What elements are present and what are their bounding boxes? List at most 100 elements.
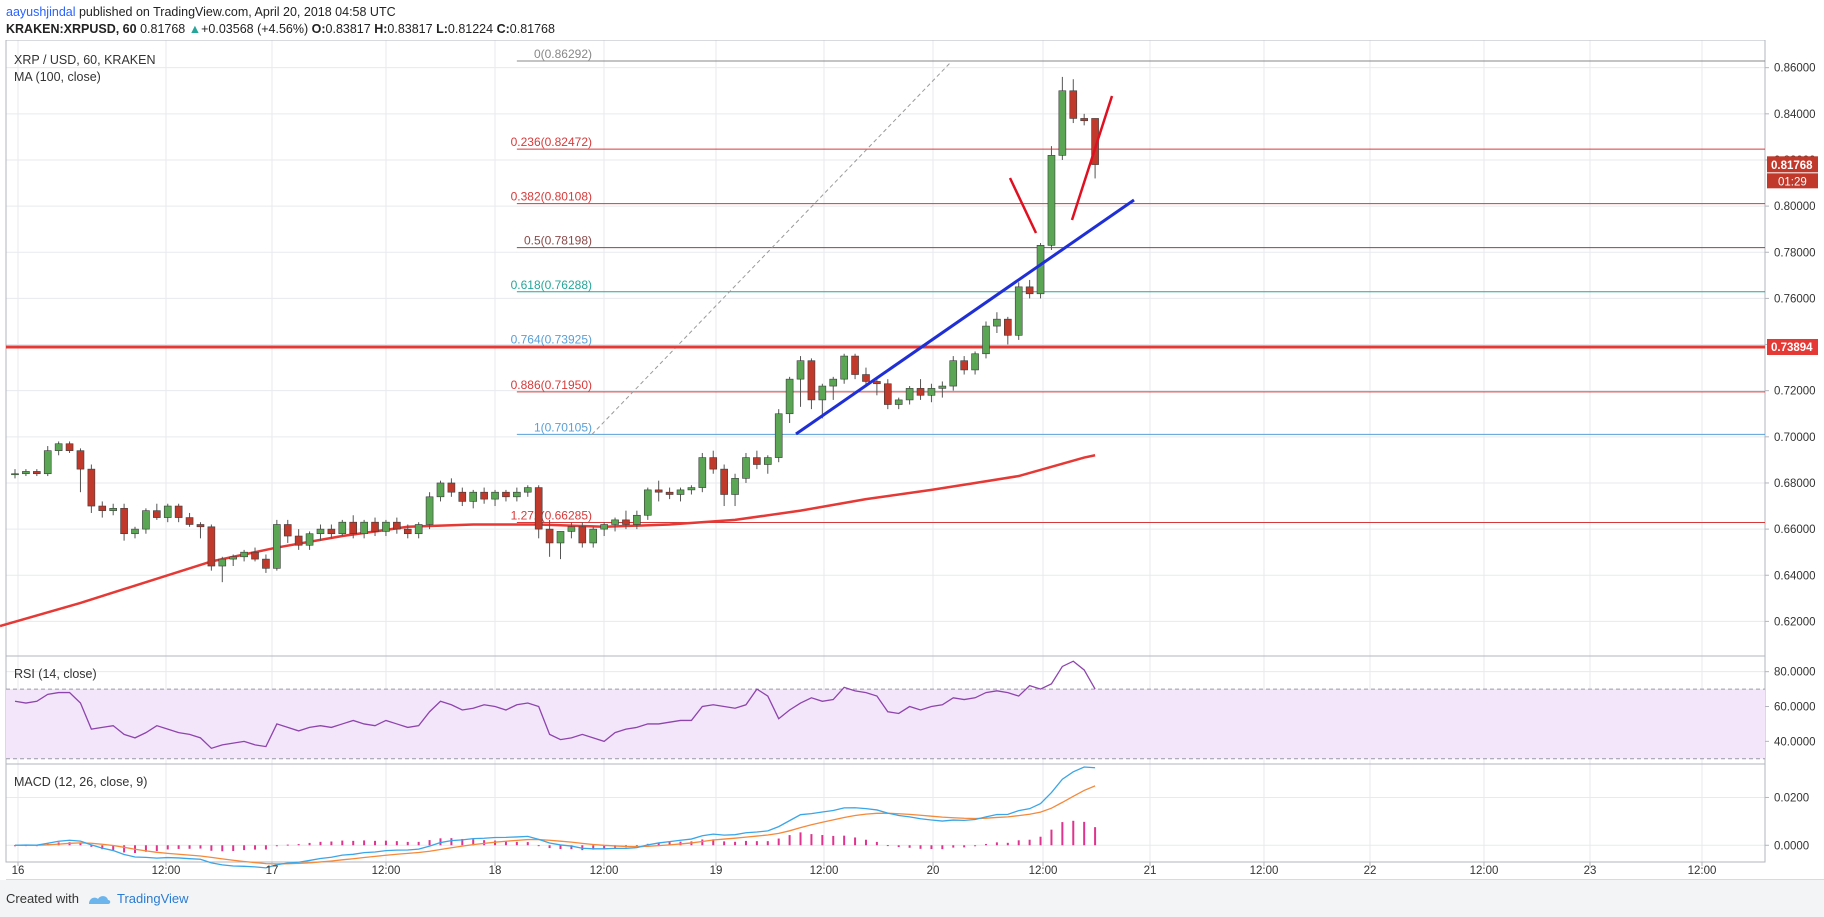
macd-histogram-bar (483, 840, 486, 846)
candle-body (534, 487, 543, 530)
countdown-tag (1767, 173, 1818, 189)
candle-body (709, 457, 718, 470)
chart-canvas[interactable]: 0(0.86292) 0.236(0.82472) 0.382(0.80108) 0.… (0, 40, 1824, 880)
rsi-axis-label: 40.0000 (1774, 736, 1816, 748)
candle-body (338, 521, 347, 535)
candle-body (1047, 155, 1056, 246)
last-price-tag-label: 0.81768 (1771, 160, 1813, 172)
macd-histogram-bar (428, 840, 431, 846)
fib-level-label: 0.236(0.82472) (511, 135, 592, 149)
time-axis-label: 12:00 (152, 865, 181, 877)
macd-histogram-bar (603, 845, 606, 849)
macd-histogram-bar (417, 841, 420, 846)
rsi-axis-label: 60.0000 (1774, 702, 1816, 714)
candle-body (425, 496, 434, 525)
candle-body (185, 517, 194, 525)
macd-signal-line (14, 785, 1096, 865)
macd-histogram-bar (821, 835, 824, 846)
candle-body (371, 521, 379, 532)
candle-body (447, 482, 456, 493)
macd-histogram-bar (755, 841, 758, 846)
candle-body (851, 355, 859, 375)
candle-body (502, 491, 510, 498)
open-label: O: (311, 22, 326, 36)
close-label: C: (496, 22, 510, 36)
macd-histogram-bar (112, 845, 115, 851)
macd-histogram-bar (439, 838, 442, 846)
candle-body (676, 489, 685, 495)
price-axis-label: 0.62000 (1774, 616, 1816, 628)
price-axis-label: 0.84000 (1774, 109, 1816, 121)
last-price: 0.81768 (140, 22, 186, 36)
macd-histogram-bar (744, 840, 747, 846)
candle-body (54, 443, 63, 451)
rsi-axis-label: 80.0000 (1774, 667, 1816, 679)
macd-histogram-bar (799, 832, 802, 846)
macd-histogram-bar (908, 845, 911, 848)
candle-body (665, 491, 674, 495)
time-axis-label: 21 (1144, 865, 1157, 877)
macd-histogram-bar (352, 840, 355, 846)
macd-histogram-bar (264, 845, 267, 850)
macd-histogram-bar (1061, 822, 1064, 846)
symbol-label: KRAKEN:XRPUSD, 60 (6, 22, 137, 36)
ohlc-info: KRAKEN:XRPUSD, 60 0.81768 ▲+0.03568 (+4.… (6, 22, 555, 36)
macd-histogram-bar (101, 845, 104, 850)
macd-histogram-bar (123, 845, 126, 853)
last-price-tag (1767, 156, 1818, 173)
macd-histogram-bar (330, 841, 333, 846)
macd-histogram-bar (723, 841, 726, 846)
macd-histogram-bar (166, 845, 169, 850)
macd-histogram-bar (984, 843, 987, 846)
low-label: L: (436, 22, 448, 36)
macd-histogram-bar (712, 839, 715, 846)
candles (11, 76, 1099, 583)
chart-title: XRP / USD, 60, KRAKEN (14, 53, 156, 67)
created-with-text: Created with (6, 891, 79, 906)
time-axis-label: 12:00 (810, 865, 839, 877)
candle-body (513, 491, 521, 498)
time-axis-label: 18 (489, 865, 502, 877)
macd-histogram-bar (286, 844, 289, 846)
author-link[interactable]: aayushjindal (6, 5, 76, 19)
macd-histogram-bar (504, 841, 507, 846)
fib-level-label: 0.764(0.73925) (511, 332, 592, 346)
macd-histogram-bar (995, 842, 998, 846)
tradingview-brand[interactable]: TradingView (116, 891, 189, 906)
macd-histogram-bar (199, 845, 202, 849)
macd-histogram-bar (635, 845, 638, 847)
candle-body (163, 505, 172, 518)
macd-histogram-bar (1039, 836, 1042, 846)
candle-body (654, 489, 663, 493)
horizontal-level-tag-label: 0.73894 (1771, 342, 1813, 354)
macd-axis: 0.0200 0.0000 (1765, 792, 1809, 852)
candle-body (829, 378, 838, 387)
candle-body (87, 468, 96, 507)
chart-header: aayushjindal published on TradingView.co… (0, 0, 1824, 40)
candle-body (414, 524, 423, 535)
macd-histogram-bar (406, 841, 409, 846)
candle-body (458, 491, 467, 502)
tradingview-logo-icon (88, 895, 111, 904)
price-axis-label: 0.64000 (1774, 570, 1816, 582)
candle-body (1004, 318, 1012, 336)
candle-body (731, 478, 739, 495)
candle-body (251, 551, 259, 560)
horizontal-level-tag (1767, 338, 1818, 355)
candle-body (305, 533, 314, 546)
price-axis-label: 0.66000 (1774, 524, 1816, 536)
candle-body (153, 510, 161, 518)
price-axis-label: 0.72000 (1774, 386, 1816, 398)
macd-histogram-bar (668, 842, 671, 846)
macd-histogram-bar (886, 845, 889, 847)
macd-histogram-bar (243, 845, 246, 851)
rsi-title: RSI (14, close) (14, 667, 97, 681)
macd-title: MACD (12, 26, close, 9) (14, 775, 147, 789)
high-label: H: (374, 22, 388, 36)
candle-body (1036, 245, 1045, 295)
price-axis-label: 0.86000 (1774, 63, 1816, 75)
candle-body (1025, 286, 1034, 295)
candle-body (600, 524, 608, 530)
ascending-trend-line (795, 198, 1135, 436)
candle-body (971, 353, 979, 371)
